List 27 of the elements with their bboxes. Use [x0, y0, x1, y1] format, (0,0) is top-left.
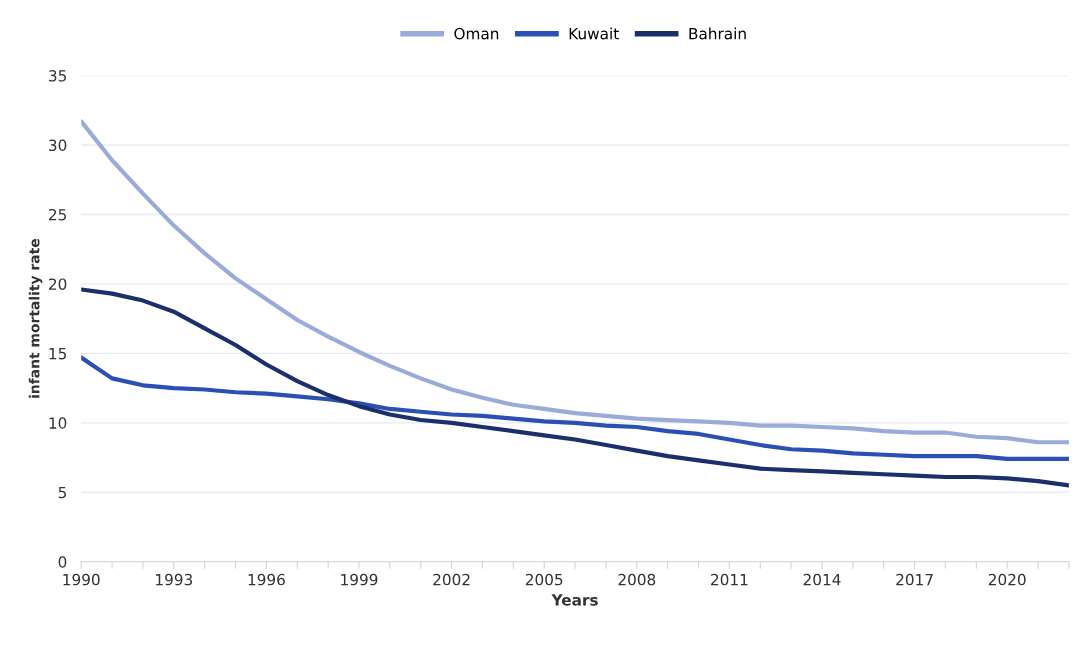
x-tick-label: 2011	[711, 573, 748, 586]
legend-label: Oman	[454, 27, 499, 40]
line-series	[81, 287, 1069, 488]
y-tick-label: 25	[49, 208, 66, 221]
x-tick-label: 2017	[896, 573, 933, 586]
legend-label: Kuwait	[569, 27, 619, 40]
x-tick-label: 2020	[988, 573, 1026, 586]
x-tick-label: 1990	[63, 573, 100, 586]
line-series	[81, 355, 1069, 462]
x-tick-label: 2008	[618, 573, 656, 586]
x-tick-label: 2014	[803, 573, 841, 586]
y-tick-label: 15	[49, 348, 66, 360]
y-tick-label: 20	[49, 278, 67, 290]
y-axis-title: infant mortality rate	[28, 239, 43, 398]
y-tick-label: 0	[58, 556, 67, 568]
y-tick-label: 30	[49, 139, 67, 152]
x-tick-label: 1996	[248, 573, 285, 586]
y-tick-label: 10	[49, 417, 67, 429]
line-series	[81, 119, 1069, 445]
y-tick-label: 35	[49, 70, 66, 82]
x-tick-label: 2002	[433, 573, 470, 586]
legend-label: Bahrain	[689, 27, 746, 40]
x-axis-title: Years	[551, 594, 598, 606]
x-tick-label: 1999	[341, 573, 378, 586]
x-tick-label: 2005	[525, 573, 563, 586]
y-tick-label: 5	[58, 486, 66, 499]
x-tick-label: 1993	[156, 573, 193, 586]
